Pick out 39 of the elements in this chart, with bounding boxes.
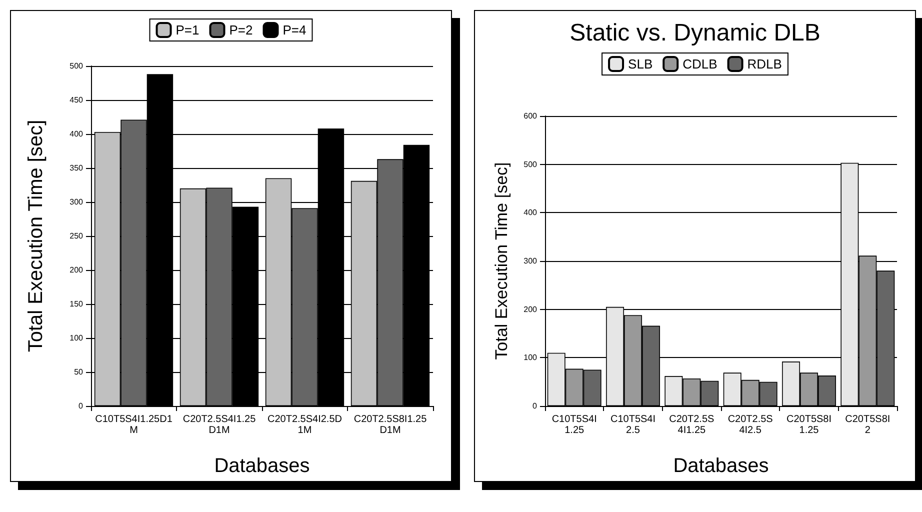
x-tick-label: C20T5S8I1.25 bbox=[786, 414, 832, 436]
x-tick-label: C10T5S4I1.25D1M bbox=[95, 414, 173, 436]
y-tick-label: 300 bbox=[70, 198, 84, 206]
legend-label: SLB bbox=[628, 56, 653, 72]
x-tick-label: C20T2.5S4I2.5 bbox=[728, 414, 774, 436]
y-tick-label: 50 bbox=[74, 368, 84, 376]
y-tick-label: 350 bbox=[70, 164, 84, 172]
y-tick-label: 450 bbox=[70, 96, 84, 104]
y-tick-label: 0 bbox=[78, 402, 84, 410]
y-axis-title: Total Execution Time [sec] bbox=[25, 120, 47, 352]
legend-label: P=1 bbox=[176, 22, 200, 38]
x-tick-label: C20T2.5S4I1.25D1M bbox=[182, 414, 256, 436]
x-tick-label: C10T5S4I1.25 bbox=[552, 414, 597, 436]
legend-label: CDLB bbox=[682, 56, 718, 72]
y-tick-label: 0 bbox=[532, 402, 538, 410]
y-tick-label: 100 bbox=[524, 353, 538, 362]
y-tick-label: 200 bbox=[524, 304, 538, 314]
x-axis-title: Databases bbox=[673, 455, 769, 477]
y-tick-label: 400 bbox=[524, 208, 538, 218]
x-tick-label: C10T5S4I2.5 bbox=[610, 414, 656, 436]
legend-label: P=2 bbox=[229, 22, 253, 38]
y-tick-label: 500 bbox=[70, 62, 84, 70]
chart-title: Static vs. Dynamic DLB bbox=[570, 20, 820, 46]
y-axis-title: Total Execution Time [sec] bbox=[492, 162, 511, 360]
y-tick-label: 100 bbox=[70, 334, 84, 342]
y-tick-label: 300 bbox=[524, 256, 538, 266]
legend-label: RDLB bbox=[747, 56, 782, 72]
x-axis-title: Databases bbox=[214, 455, 310, 477]
y-tick-label: 600 bbox=[524, 112, 538, 120]
x-tick-label: C20T2.5S4I1.25 bbox=[669, 414, 715, 436]
x-tick-label: C20T2.5S4I2.5D1M bbox=[268, 414, 342, 436]
x-tick-label: C20T5S8I2 bbox=[845, 414, 890, 436]
legend-label: P=4 bbox=[282, 22, 306, 38]
x-tick-label: C20T2.5S8I1.25D1M bbox=[354, 414, 428, 436]
y-tick-label: 200 bbox=[70, 266, 84, 274]
y-tick-label: 150 bbox=[70, 300, 84, 308]
y-tick-label: 500 bbox=[524, 160, 538, 169]
y-tick-label: 400 bbox=[70, 130, 84, 138]
y-tick-label: 250 bbox=[70, 232, 84, 240]
